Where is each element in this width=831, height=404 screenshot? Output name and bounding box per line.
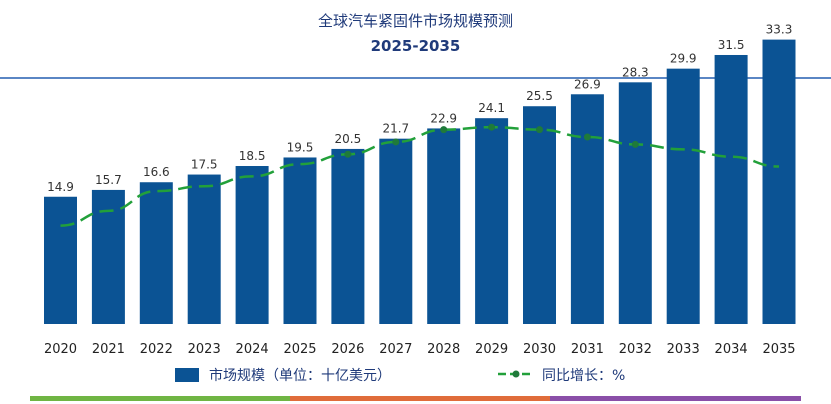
x-tick-label-2021: 2021: [92, 342, 125, 357]
x-tick-label-2023: 2023: [188, 342, 221, 357]
legend-bar-label: 市场规模（单位：十亿美元）: [209, 368, 391, 384]
x-axis-ticks: 2020 2021 2022 2023 2024 2025 2026 2027 2028 2029…: [44, 342, 796, 357]
x-tick-label-2031: 2031: [571, 342, 604, 357]
chart-title: 全球汽车紧固件市场规模预测: [317, 12, 513, 30]
bar-value-label-2029: 24.1: [478, 101, 505, 115]
bar-2029: [475, 118, 509, 324]
x-tick-label-2029: 2029: [475, 342, 508, 357]
growth-point-2030: [536, 126, 543, 134]
bar-2033: [666, 68, 700, 325]
bar-2023: [187, 174, 221, 324]
bar-value-label-2022: 16.6: [143, 165, 170, 179]
x-tick-label-2024: 2024: [236, 342, 269, 357]
bar-value-label-2031: 26.9: [574, 77, 601, 91]
bar-2034: [714, 54, 748, 325]
growth-point-2029: [488, 123, 496, 131]
bar-2030: [523, 106, 556, 324]
bar-2024: [235, 166, 269, 324]
bar-value-label-2020: 14.9: [47, 180, 74, 194]
bar-value-label-2035: 33.3: [766, 23, 793, 37]
x-tick-label-2020: 2020: [44, 342, 77, 357]
bar-series: [44, 39, 796, 325]
bar-value-label-2034: 31.5: [718, 38, 745, 52]
growth-line: [60, 125, 780, 227]
legend-bar-swatch: [175, 368, 199, 382]
x-tick-label-2025: 2025: [283, 342, 316, 357]
x-tick-label-2032: 2032: [619, 342, 652, 357]
x-tick-label-2028: 2028: [427, 342, 460, 357]
bar-2035: [762, 39, 796, 324]
x-tick-label-2030: 2030: [523, 342, 556, 357]
bar-value-label-2032: 28.3: [622, 65, 649, 79]
growth-point-2031: [583, 133, 591, 141]
growth-point-2032: [631, 140, 639, 148]
growth-point-2028: [440, 126, 448, 134]
x-tick-label-2026: 2026: [331, 342, 364, 357]
x-tick-label-2027: 2027: [379, 342, 412, 357]
bar-2026: [331, 148, 365, 324]
bar-value-labels: 14.9 15.7 16.6 17.5 18.5 19.5 20.5 21.7 22.9 24.1…: [47, 23, 792, 194]
bar-value-label-2027: 21.7: [382, 122, 409, 136]
bar-value-label-2026: 20.5: [335, 132, 362, 146]
bar-value-label-2033: 29.9: [670, 52, 697, 66]
legend-line-swatch: [498, 370, 534, 378]
legend-line-label: 同比增长：%: [542, 368, 626, 384]
growth-point-2027: [392, 138, 400, 146]
bar-value-label-2030: 25.5: [526, 89, 553, 103]
bar-2027: [379, 138, 413, 324]
bar-2028: [427, 128, 461, 324]
footer-bar-segment: [550, 396, 801, 401]
bar-2031: [570, 94, 604, 324]
bar-value-label-2025: 19.5: [287, 140, 314, 154]
bar-2021: [91, 189, 125, 324]
growth-point-2026: [344, 150, 352, 158]
x-tick-label-2035: 2035: [762, 342, 795, 357]
bar-2032: [618, 82, 652, 325]
chart-subtitle: 2025-2035: [370, 37, 461, 55]
x-tick-label-2034: 2034: [715, 342, 748, 357]
footer-bar-segment: [30, 396, 290, 401]
bar-2020: [44, 196, 77, 324]
bar-value-label-2028: 22.9: [430, 111, 457, 125]
footer-bar-segment: [290, 396, 550, 401]
x-tick-label-2033: 2033: [667, 342, 700, 357]
growth-line-series: [60, 123, 780, 227]
bar-value-label-2021: 15.7: [95, 173, 122, 187]
x-tick-label-2022: 2022: [140, 342, 173, 357]
bar-2025: [283, 157, 317, 324]
bar-value-label-2024: 18.5: [239, 149, 266, 163]
header-divider: [0, 77, 831, 79]
bar-value-label-2023: 17.5: [191, 158, 218, 172]
bar-2022: [139, 182, 173, 324]
